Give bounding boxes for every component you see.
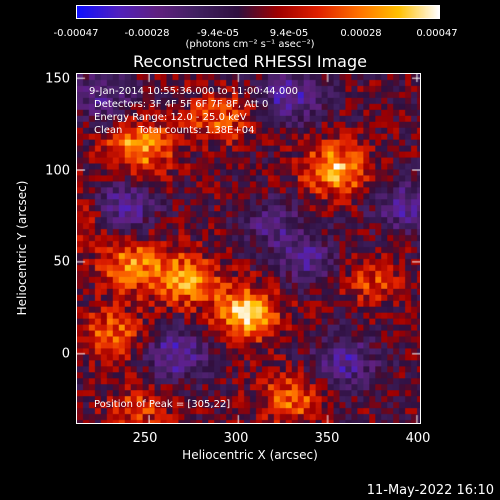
colorbar-tick-label: 0.00047 bbox=[416, 28, 458, 39]
colorbar-tick-label: -0.00028 bbox=[124, 28, 170, 39]
heatmap-image bbox=[77, 74, 420, 423]
annotation-time: 9-Jan-2014 10:55:36.000 to 11:00:44.000 bbox=[89, 86, 298, 97]
colorbar-ticks: -0.00047 -0.00028 -9.4e-05 9.4e-05 0.000… bbox=[0, 0, 500, 45]
colorbar-tick-label: -9.4e-05 bbox=[197, 28, 239, 39]
x-tick-label: 250 bbox=[132, 431, 158, 446]
colorbar-gradient bbox=[77, 6, 439, 18]
annotation-clean: Clean Total counts: 1.38E+04 bbox=[94, 125, 255, 136]
colorbar-tick-label: 9.4e-05 bbox=[269, 28, 309, 39]
annotation-peak-position: Position of Peak = [305,22] bbox=[94, 399, 231, 410]
colorbar-units: (photons cm⁻² s⁻¹ asec⁻²) bbox=[185, 39, 315, 50]
annotation-energy: Energy Range: 12.0 - 25.0 keV bbox=[94, 112, 247, 123]
colorbar-tick-label: -0.00047 bbox=[53, 28, 99, 39]
x-tick-label: 350 bbox=[314, 431, 340, 446]
colorbar-tick-label: 0.00028 bbox=[340, 28, 382, 39]
y-tick-label: 50 bbox=[53, 254, 70, 270]
x-tick-label: 300 bbox=[223, 431, 249, 446]
y-tick-label: 100 bbox=[45, 163, 70, 179]
y-tick-label: 150 bbox=[45, 71, 70, 87]
plot-title: Reconstructed RHESSI Image bbox=[133, 52, 367, 71]
y-tick-label: 0 bbox=[61, 346, 70, 362]
x-tick-label: 400 bbox=[405, 431, 431, 446]
y-axis-label: Heliocentric Y (arcsec) bbox=[15, 180, 29, 316]
x-axis-label: Heliocentric X (arcsec) bbox=[182, 448, 318, 462]
timestamp: 11-May-2022 16:10 bbox=[366, 483, 494, 498]
plot-area: 9-Jan-2014 10:55:36.000 to 11:00:44.000 … bbox=[76, 73, 421, 424]
annotation-detectors: Detectors: 3F 4F 5F 6F 7F 8F, Att 0 bbox=[94, 99, 269, 110]
colorbar bbox=[76, 5, 440, 19]
